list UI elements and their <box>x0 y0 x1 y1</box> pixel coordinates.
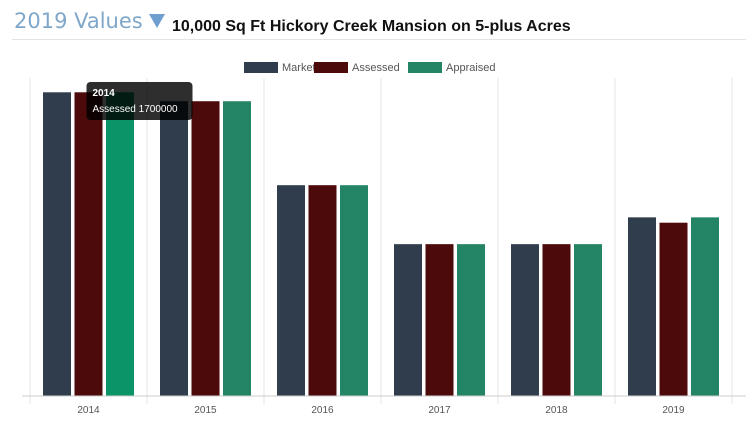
legend-label: Appraised <box>446 62 496 74</box>
x-axis: 2014 2015 2016 2017 2018 2019 <box>22 395 746 416</box>
x-tick-label: 2017 <box>428 405 451 416</box>
x-tick-label: 2014 <box>77 405 100 416</box>
legend-label: Assessed <box>352 62 400 74</box>
legend: Market Assessed Appraised <box>244 62 496 74</box>
legend-item-appraised[interactable]: Appraised <box>408 62 496 74</box>
legend-swatch <box>314 62 348 73</box>
tooltip: 2014 Assessed 1700000 <box>86 82 193 120</box>
bar-market-2019[interactable] <box>628 217 656 396</box>
tooltip-box <box>86 82 193 120</box>
bar-assessed-2017[interactable] <box>425 244 454 396</box>
bar-market-2016[interactable] <box>277 185 305 396</box>
bar-appraised-2016[interactable] <box>340 185 368 396</box>
bar-appraised-2019[interactable] <box>691 217 719 396</box>
legend-item-assessed[interactable]: Assessed <box>314 62 400 74</box>
bar-market-2014[interactable] <box>43 92 71 397</box>
x-tick-label: 2016 <box>311 405 334 416</box>
section-title: 2019 Values <box>14 9 143 33</box>
bar-market-2015[interactable] <box>160 101 188 396</box>
page-title: 10,000 Sq Ft Hickory Creek Mansion on 5-… <box>172 18 571 35</box>
tooltip-body: Assessed 1700000 <box>93 104 179 115</box>
bar-appraised-2014[interactable] <box>106 92 134 397</box>
bar-assessed-2016[interactable] <box>308 185 337 396</box>
bar-appraised-2015[interactable] <box>223 101 251 396</box>
tooltip-title: 2014 <box>93 88 116 99</box>
bar-assessed-2014[interactable] <box>74 92 103 397</box>
legend-item-market[interactable]: Market <box>244 62 316 74</box>
bar-market-2017[interactable] <box>394 244 422 396</box>
bar-assessed-2018[interactable] <box>542 244 571 396</box>
grid <box>29 78 733 404</box>
header: 2019 Values 10,000 Sq Ft Hickory Creek M… <box>0 0 750 40</box>
legend-swatch <box>244 62 278 73</box>
bar-assessed-2015[interactable] <box>191 101 220 396</box>
x-tick-label: 2015 <box>194 405 217 416</box>
x-tick-label: 2018 <box>545 405 568 416</box>
bar-appraised-2017[interactable] <box>457 244 485 396</box>
legend-swatch <box>408 62 442 73</box>
legend-label: Market <box>282 62 316 74</box>
header-divider <box>12 39 746 40</box>
triangle-down-icon[interactable] <box>148 14 165 28</box>
x-tick-label: 2019 <box>662 405 685 416</box>
bar-assessed-2019[interactable] <box>659 222 688 396</box>
bar-market-2018[interactable] <box>511 244 539 396</box>
bars <box>43 92 719 397</box>
bar-appraised-2018[interactable] <box>574 244 602 396</box>
section-title-dropdown[interactable]: 2019 Values <box>14 9 165 33</box>
bar-chart: Market Assessed Appraised 2014 2015 2016 2017… <box>22 62 746 416</box>
